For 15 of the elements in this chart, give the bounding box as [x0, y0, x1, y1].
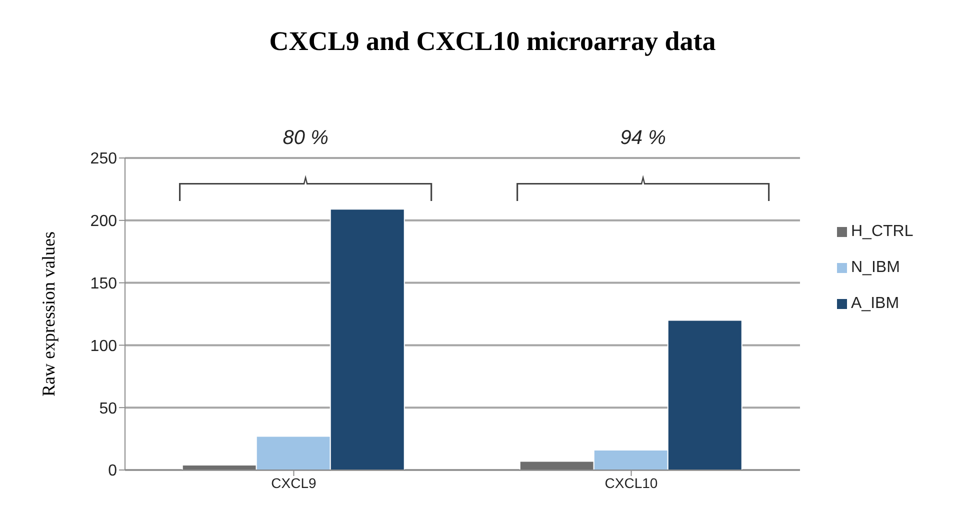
legend-label: A_IBM	[851, 294, 900, 312]
y-tick-label: 150	[90, 275, 118, 292]
y-tick-label: 0	[108, 462, 118, 480]
legend-label: N_IBM	[851, 258, 900, 276]
x-tick-label: CXCL10	[604, 474, 658, 491]
y-axis-title: Raw expression values	[38, 232, 58, 396]
legend-label: H_CTRL	[851, 222, 914, 240]
y-tick-label: 250	[90, 150, 118, 168]
text: 94 %	[620, 127, 666, 149]
x-tick-label: CXCL9	[271, 474, 317, 491]
y-tick-label: 50	[99, 400, 118, 418]
y-tick-label: 100	[90, 338, 118, 355]
chart-title: CXCL9 and CXCL10 microarray data	[268, 26, 717, 57]
text: 80 %	[282, 127, 328, 149]
y-tick-label: 200	[90, 213, 118, 230]
